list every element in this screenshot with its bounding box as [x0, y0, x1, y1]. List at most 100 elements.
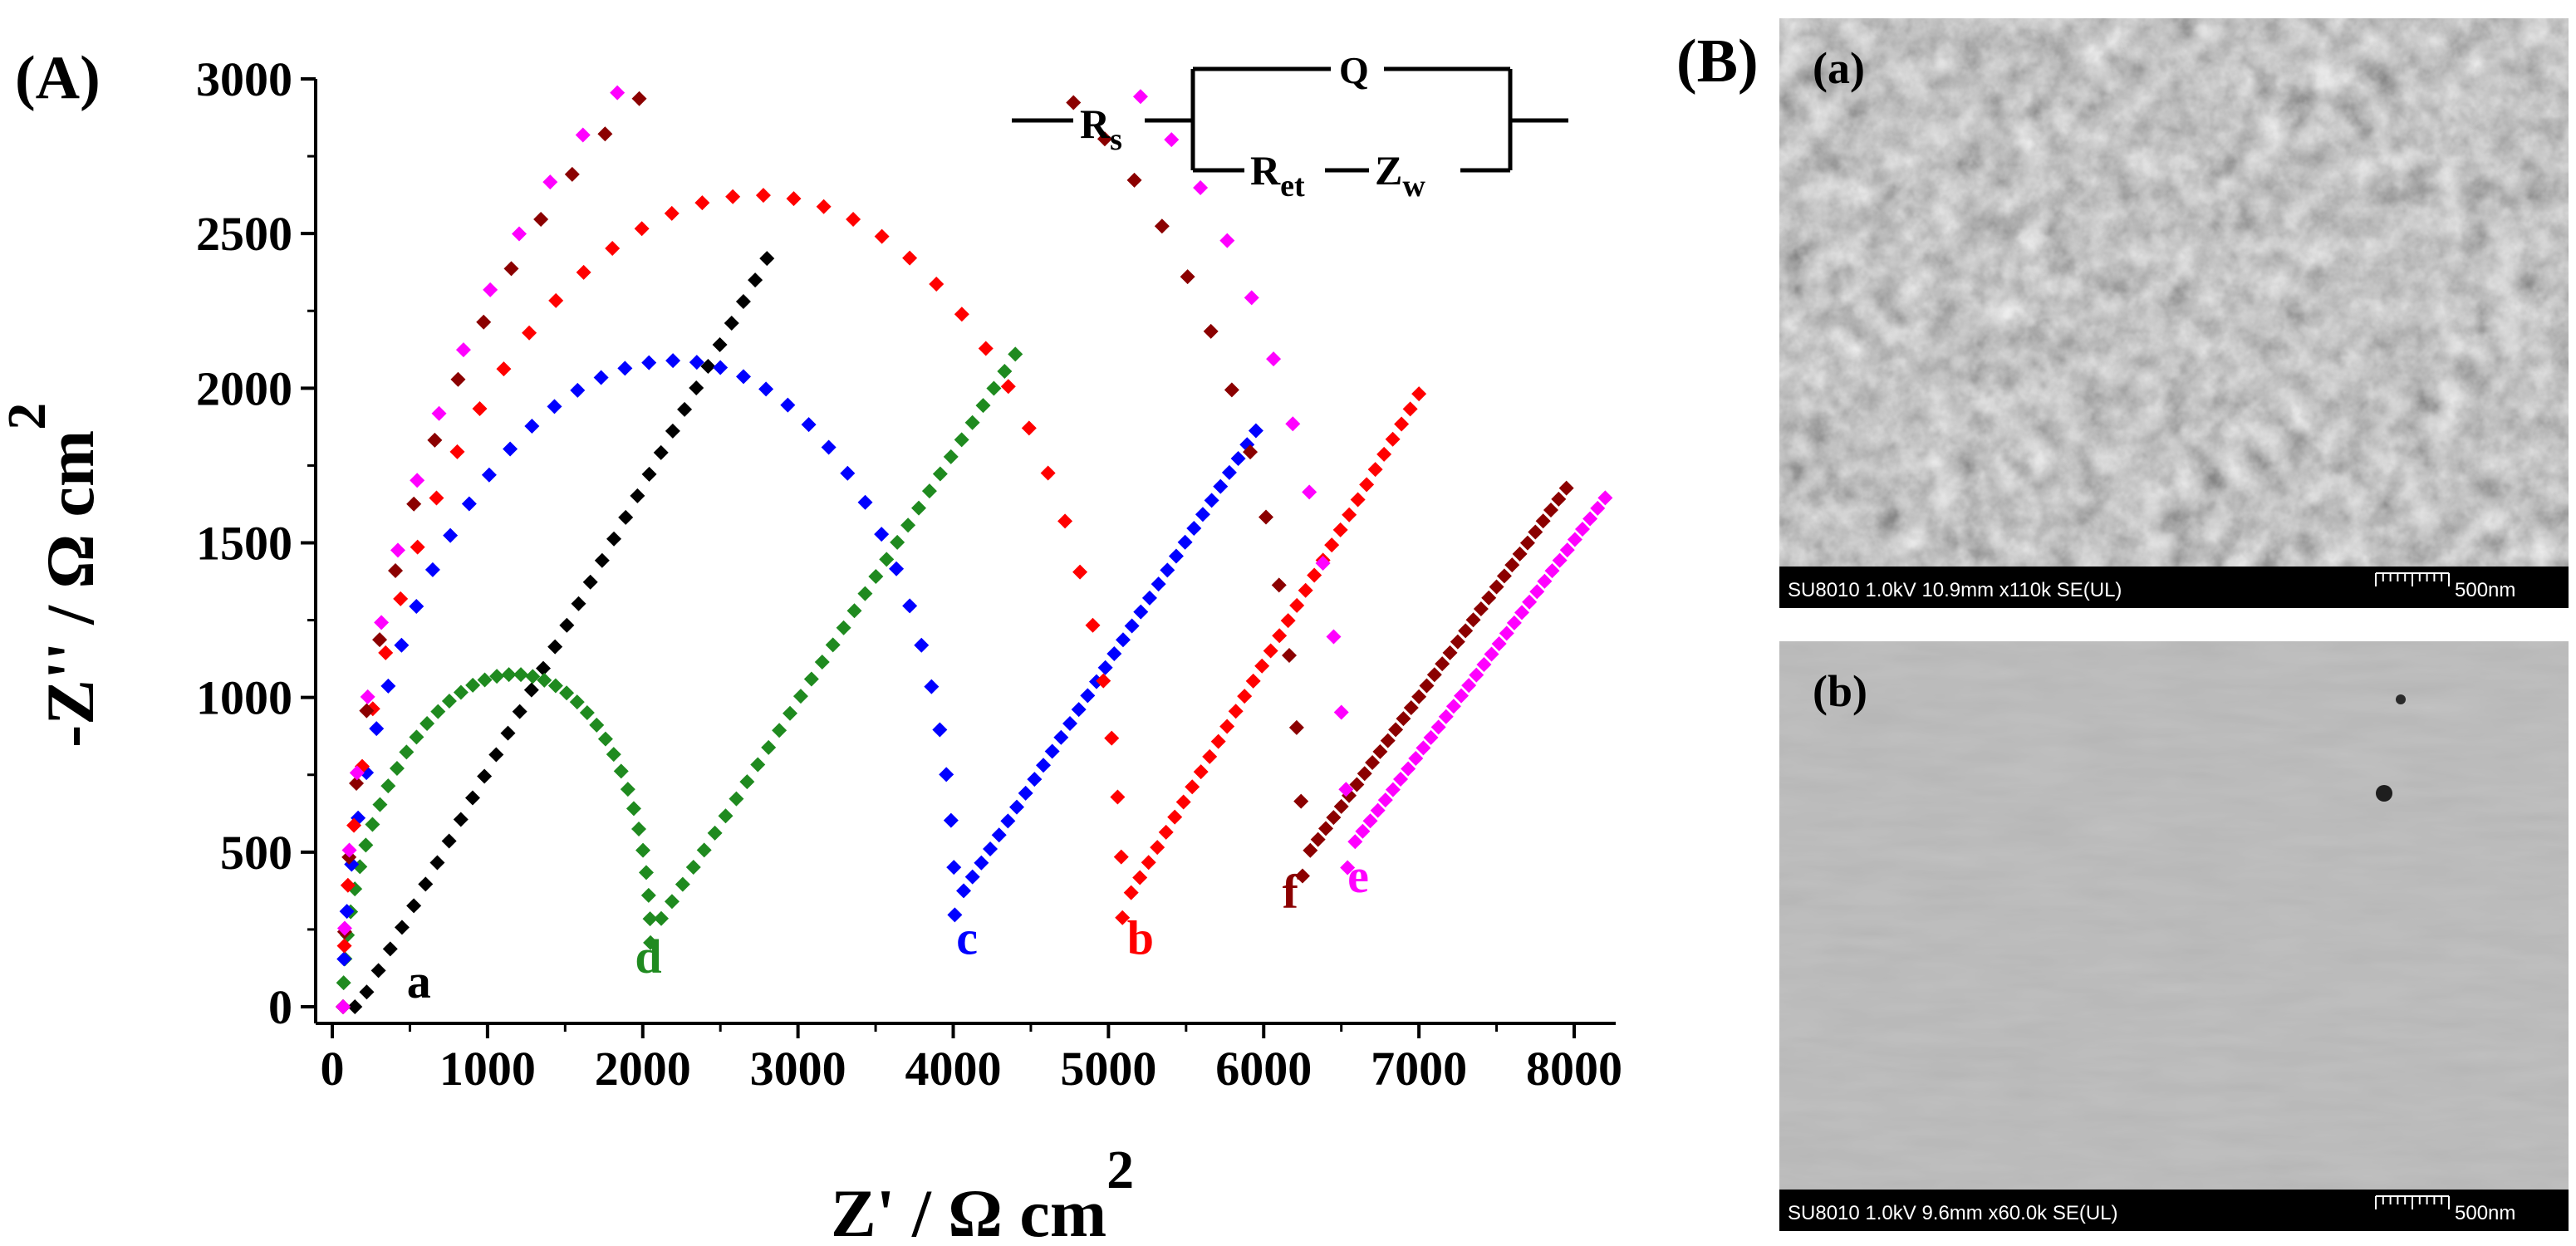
sem-a-caption: SU8010 1.0kV 10.9mm x110k SE(UL): [1788, 579, 2122, 601]
data-point-e: [1454, 688, 1470, 704]
data-point-b: [340, 877, 356, 893]
x-tick-label: 1000: [439, 1042, 536, 1096]
data-point-f: [1288, 719, 1304, 735]
data-point-e: [1266, 351, 1282, 367]
data-point-b: [1385, 431, 1401, 447]
data-point-b: [1072, 564, 1088, 580]
data-point-f: [1388, 722, 1404, 738]
data-point-d: [430, 704, 446, 719]
data-point-e: [483, 282, 498, 297]
data-point-f: [1504, 557, 1520, 573]
data-point-c: [1035, 758, 1051, 773]
data-point-f: [1528, 524, 1543, 540]
data-point-f: [1310, 831, 1326, 847]
sem-a-label: (a): [1813, 43, 1865, 93]
zw-main: Z: [1375, 147, 1402, 194]
data-point-c: [409, 598, 424, 614]
data-point-e: [1514, 605, 1530, 621]
data-point-f: [1473, 601, 1489, 616]
data-point-d: [654, 910, 670, 926]
data-point-b: [1000, 379, 1016, 395]
data-point-d: [772, 723, 788, 738]
data-point-a: [571, 596, 586, 611]
data-point-c: [932, 722, 948, 738]
data-point-c: [424, 562, 440, 577]
data-point-b: [1324, 537, 1340, 553]
x-axis-title-sup: 2: [1106, 1140, 1134, 1200]
panel-a-label: (A): [15, 44, 101, 112]
data-point-e: [1567, 532, 1582, 547]
data-point-b: [694, 195, 710, 211]
data-point-f: [359, 703, 375, 719]
x-tick-label: 4000: [905, 1042, 1002, 1096]
data-point-c: [1009, 799, 1025, 815]
series-label-e: e: [1347, 849, 1369, 903]
data-point-a: [359, 984, 375, 1000]
data-point-b: [1245, 673, 1261, 689]
data-point-d: [631, 821, 647, 836]
ret-sub: et: [1280, 169, 1305, 204]
data-point-e: [1315, 555, 1331, 571]
y-tick-label: 1000: [196, 671, 292, 725]
data-point-d: [685, 860, 701, 876]
data-point-c: [689, 355, 704, 370]
data-point-e: [1597, 490, 1613, 506]
data-point-a: [418, 876, 434, 892]
data-point-a: [394, 920, 410, 935]
data-point-e: [1385, 782, 1401, 797]
data-point-d: [729, 791, 744, 807]
data-point-c: [1195, 507, 1210, 522]
data-point-e: [1416, 740, 1431, 756]
y-tick-label: 3000: [196, 52, 292, 106]
data-point-b: [1367, 462, 1383, 478]
data-point-c: [481, 467, 497, 483]
data-point-b: [929, 276, 945, 292]
data-point-b: [1332, 522, 1348, 537]
data-point-c: [924, 679, 940, 694]
data-point-c: [946, 860, 962, 876]
sem-b-texture: [1779, 641, 2569, 1190]
x-tick-label: 3000: [750, 1042, 846, 1096]
data-point-c: [840, 465, 856, 481]
data-point-f: [1097, 131, 1112, 147]
data-point-d: [606, 747, 621, 763]
data-point-d: [761, 739, 777, 755]
data-point-b: [1376, 446, 1392, 462]
data-point-a: [618, 509, 634, 525]
data-point-a: [547, 639, 563, 655]
data-point-b: [786, 191, 802, 207]
data-point-f: [1551, 491, 1567, 507]
data-point-f: [1372, 743, 1388, 759]
data-point-d: [954, 432, 969, 448]
data-point-e: [431, 405, 447, 421]
data-point-e: [1193, 180, 1209, 196]
plot-axes: [314, 79, 1616, 1025]
data-point-a: [406, 898, 422, 914]
data-point-a: [370, 963, 386, 979]
data-point-f: [1259, 509, 1274, 525]
data-point-b: [1402, 401, 1418, 417]
data-point-f: [533, 211, 549, 227]
data-point-e: [1377, 792, 1393, 808]
sem-a-texture: [1779, 18, 2569, 567]
data-point-c: [1106, 646, 1122, 662]
data-point-e: [1333, 704, 1349, 720]
data-point-b: [429, 490, 444, 506]
data-point-e: [349, 765, 365, 781]
data-point-f: [1489, 579, 1504, 595]
data-point-c: [369, 721, 385, 737]
data-point-c: [394, 637, 410, 653]
data-point-e: [575, 127, 591, 143]
data-point-f: [1282, 647, 1298, 663]
data-point-f: [1403, 699, 1419, 715]
x-axis-title-main: Z' / Ω cm: [831, 1175, 1106, 1246]
data-point-c: [857, 494, 873, 510]
data-point-f: [1435, 656, 1450, 672]
x-axis-title: Z' / Ω cm2: [831, 1140, 1134, 1246]
data-point-c: [1141, 590, 1157, 606]
data-point-d: [513, 667, 529, 683]
circuit-zw-label: Zw: [1375, 147, 1425, 204]
data-point-c: [1097, 660, 1113, 675]
series-label-d: d: [635, 930, 661, 984]
